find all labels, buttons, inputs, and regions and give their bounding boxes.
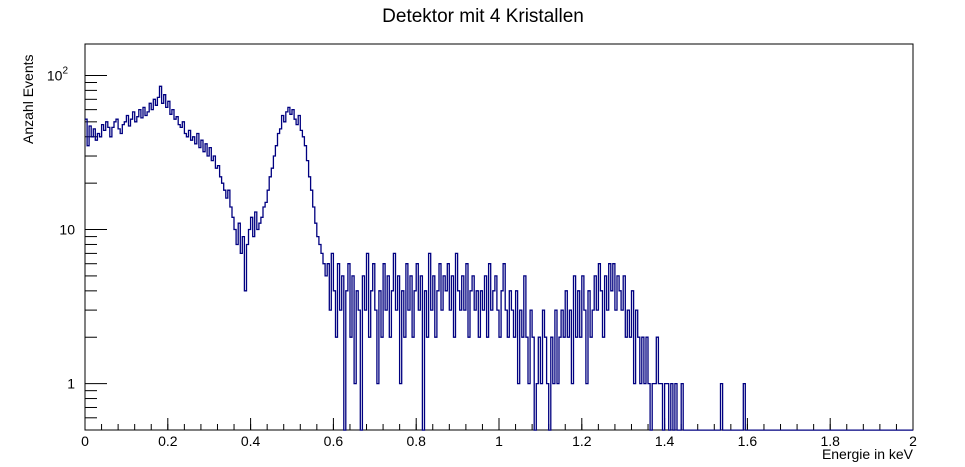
y-tick-label: 102 [47,65,69,83]
x-tick-label: 0.2 [158,433,178,449]
x-tick-label: 2 [909,433,917,449]
x-tick-label: 1.8 [820,433,840,449]
x-tick-label: 1.4 [655,433,675,449]
x-tick-label: 0.6 [324,433,344,449]
y-axis-label: Anzahl Events [20,55,36,145]
x-tick-label: 0 [81,433,89,449]
x-axis-label: Energie in keV [822,446,914,462]
plot-frame [84,43,914,431]
histogram-series-line [85,85,913,431]
x-axis-ticks: 0 0.2 0.4 0.6 0.8 1 1.2 1.4 1.6 1.8 2 [81,418,917,449]
y-tick-label: 1 [67,376,75,392]
y-tick-label: 10 [59,222,75,238]
x-tick-label: 1 [495,433,503,449]
y-axis-ticks: 1 10 102 [47,65,107,431]
x-tick-label: 0.4 [241,433,261,449]
x-tick-label: 1.2 [572,433,592,449]
x-tick-label: 0.8 [406,433,426,449]
x-tick-label: 1.6 [738,433,758,449]
chart-title: Detektor mit 4 Kristallen [382,6,584,27]
y-tick-exponent: 2 [62,65,68,76]
